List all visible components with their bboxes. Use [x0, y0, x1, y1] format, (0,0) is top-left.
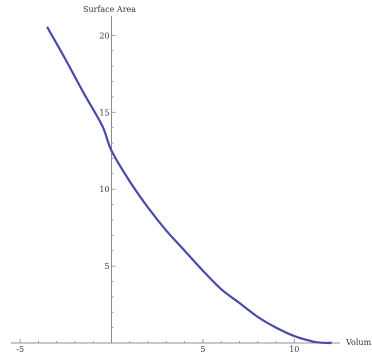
y-tick-label: 15	[99, 108, 109, 117]
y-tick-label: 5	[104, 262, 109, 271]
y-tick-label: 10	[99, 185, 109, 194]
x-tick-label: 5	[200, 345, 205, 352]
series-line	[46, 26, 332, 345]
axes	[11, 16, 340, 344]
y-axis-label: Surface Area	[83, 5, 136, 14]
ticks	[19, 34, 332, 343]
y-tick-label: 20	[99, 31, 109, 40]
series-layer	[46, 26, 332, 345]
x-tick-label: 10	[289, 345, 299, 352]
x-tick-label: -5	[16, 345, 24, 352]
x-axis-label: Volum	[345, 338, 372, 347]
tick-labels: 5 10 15 20 -5 5 10	[16, 31, 299, 352]
